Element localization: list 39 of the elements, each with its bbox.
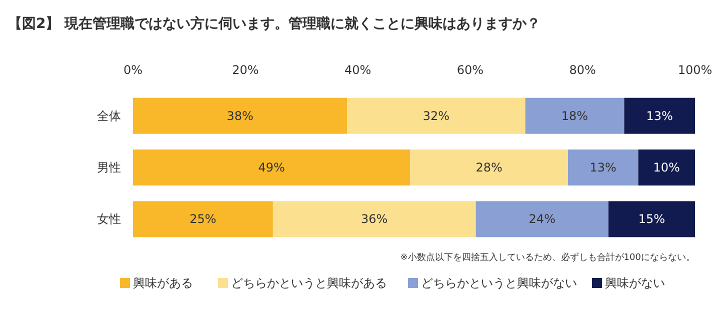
bar <box>608 201 695 238</box>
legend-label: どちらかというと興味がある <box>231 276 387 290</box>
data-label: 36% <box>361 212 388 226</box>
x-tick-label: 40% <box>344 63 372 77</box>
y-tick-label: 男性 <box>97 160 121 174</box>
bar <box>133 150 410 186</box>
data-label: 25% <box>190 212 216 226</box>
data-label: 15% <box>638 212 666 226</box>
data-label: 10% <box>653 160 680 174</box>
bar <box>347 98 526 134</box>
legend-label: 興味がある <box>133 276 193 290</box>
x-tick-label: 20% <box>232 63 259 77</box>
x-tick-label: 80% <box>569 63 596 77</box>
bar <box>525 98 624 134</box>
chart-title: 【図2】 現在管理職ではない方に伺います。管理職に就くことに興味はありますか？ <box>8 15 541 32</box>
bar <box>476 201 608 238</box>
legend-label: 興味がない <box>605 276 665 290</box>
x-tick-label: 100% <box>678 63 712 77</box>
data-label: 18% <box>561 108 588 123</box>
bar <box>133 98 348 134</box>
bar <box>410 150 568 186</box>
legend-label: どちらかというと興味がない <box>421 276 577 290</box>
text: ※小数点以下を四捨五入しているため、必ずしも合計が100にならない。 <box>400 252 695 263</box>
bar <box>272 201 476 238</box>
data-label: 32% <box>422 108 450 123</box>
y-tick-label: 女性 <box>97 212 121 226</box>
data-label: 28% <box>476 160 502 174</box>
bar <box>133 201 273 238</box>
data-label: 38% <box>226 108 254 123</box>
data-label: 24% <box>528 212 556 226</box>
data-label: 13% <box>646 108 673 123</box>
bar <box>638 150 695 186</box>
y-tick-label: 全体 <box>97 108 121 123</box>
x-tick-label: 60% <box>456 63 484 77</box>
data-label: 13% <box>590 160 616 174</box>
x-tick-label: 0% <box>123 63 143 77</box>
bar <box>624 98 695 134</box>
data-label: 49% <box>258 160 285 174</box>
bar <box>568 150 638 186</box>
